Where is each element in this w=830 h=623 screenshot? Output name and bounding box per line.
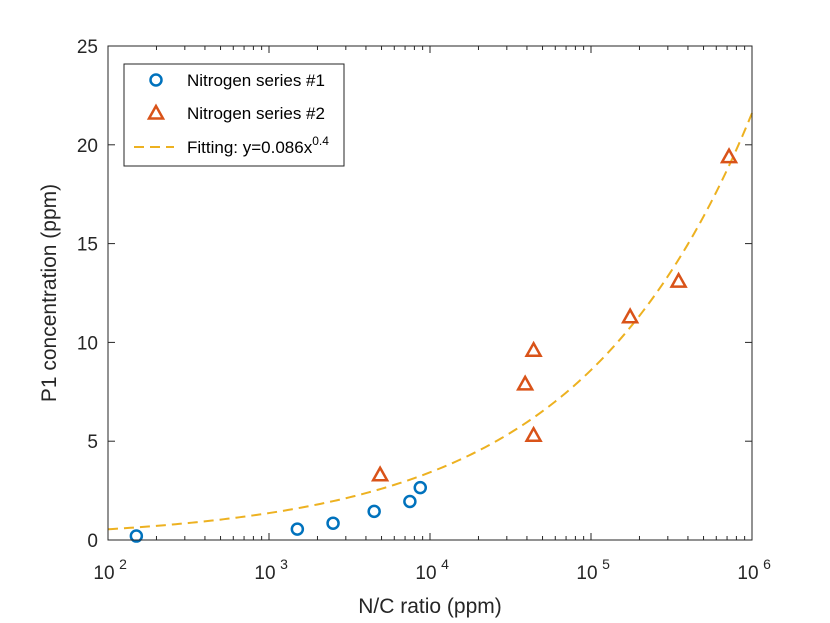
series-2-point xyxy=(524,425,543,443)
legend-fit-exponent: 0.4 xyxy=(312,134,329,148)
series-1-point xyxy=(290,522,305,536)
x-tick-exponent: 3 xyxy=(280,556,288,572)
ticks-layer xyxy=(107,45,753,541)
labels-layer: 10 2 10 3 10 4 10 5 10 6 0 5 10 15 20 25 xyxy=(77,37,771,584)
legend-fit-prefix: Fitting: y=0.086x xyxy=(187,138,313,157)
y-tick-label: 15 xyxy=(77,235,98,256)
fit-layer xyxy=(107,112,753,531)
fit-curve xyxy=(107,112,753,531)
series-1-point xyxy=(413,480,428,495)
x-tick-exponent: 4 xyxy=(441,556,449,572)
legend-circle-marker xyxy=(149,73,163,87)
series-2-point xyxy=(524,340,543,358)
x-tick-exponent: 6 xyxy=(763,556,771,572)
legend-label-series-2: Nitrogen series #2 xyxy=(187,104,325,123)
legend: Nitrogen series #1 Nitrogen series #2 Fi… xyxy=(123,63,345,167)
legend-label-series-1: Nitrogen series #1 xyxy=(187,71,325,90)
legend-marker-series-2 xyxy=(146,103,166,120)
series-1-point xyxy=(129,529,144,543)
x-tick-label: 10 xyxy=(576,563,597,584)
y-tick-label: 5 xyxy=(87,432,98,453)
series-1-point xyxy=(403,494,417,509)
y-tick-label: 0 xyxy=(87,531,98,552)
legend-label-fit: Fitting: y=0.086x0.4 xyxy=(187,134,329,157)
series-2-point xyxy=(620,307,640,324)
y-tick-label: 25 xyxy=(77,37,98,58)
series-2-point xyxy=(669,271,688,288)
x-axis-title: N/C ratio (ppm) xyxy=(358,595,502,618)
x-tick-label: 10 xyxy=(415,563,436,584)
series-1-point xyxy=(367,504,381,519)
x-tick-exponent: 2 xyxy=(119,556,127,572)
series-2-point xyxy=(719,147,739,164)
x-tick-label: 10 xyxy=(254,563,275,584)
x-tick-label: 10 xyxy=(93,563,114,584)
y-tick-label: 20 xyxy=(77,136,98,157)
y-tick-label: 10 xyxy=(77,333,98,354)
marks-layer xyxy=(129,147,739,543)
x-tick-exponent: 5 xyxy=(602,556,610,572)
y-axis-title: P1 concentration (ppm) xyxy=(38,184,61,402)
legend-triangle-marker xyxy=(146,103,166,120)
series-2-point xyxy=(516,374,535,391)
series-1-point xyxy=(326,516,340,530)
legend-marker-series-1 xyxy=(149,73,163,87)
x-tick-label: 10 xyxy=(737,563,758,584)
series-2-point xyxy=(370,465,390,482)
